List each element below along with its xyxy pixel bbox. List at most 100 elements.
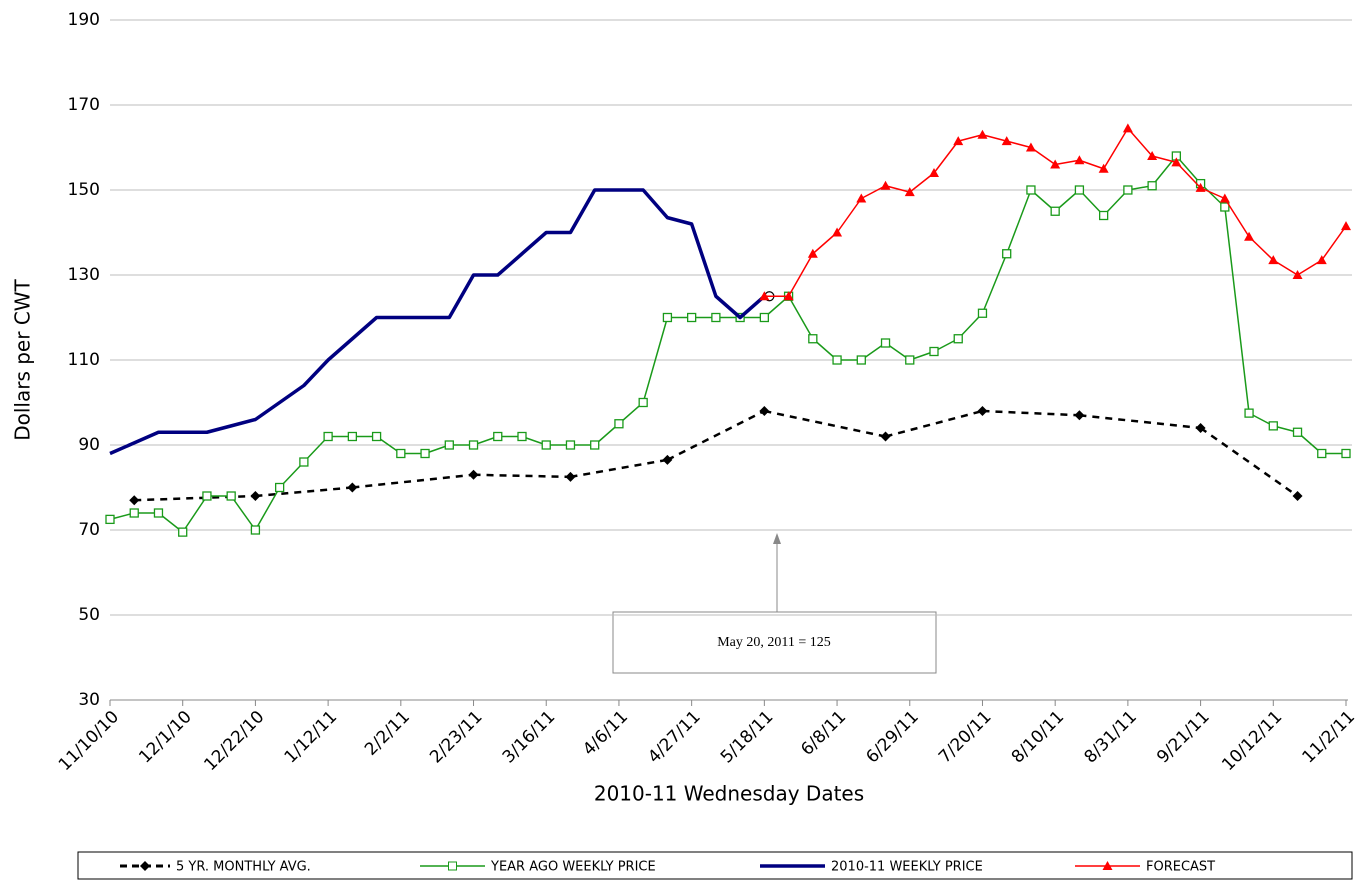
legend-marker [140,861,150,871]
legend-label: 2010-11 WEEKLY PRICE [831,860,983,875]
marker [953,136,964,146]
x-tick-label: 2/2/11 [361,707,414,760]
marker [662,312,673,323]
y-tick-label: 170 [68,95,100,115]
marker [1098,163,1109,173]
marker [1195,182,1206,192]
annotation-arrowhead [773,533,781,544]
marker [880,338,891,348]
marker [856,193,867,203]
marker [541,440,551,450]
x-tick-label: 4/27/11 [644,707,704,767]
marker [1244,408,1254,418]
marker [178,527,188,537]
marker [129,508,139,518]
x-tick-label: 5/18/11 [717,707,777,767]
marker [1292,427,1303,437]
marker [1171,157,1182,167]
line-segment [1199,426,1299,498]
marker [686,312,697,323]
marker [517,431,527,442]
marker [759,291,770,301]
marker [1341,221,1351,231]
series [109,188,766,456]
legend-label: 5 YR. MONTHLY AVG. [176,860,311,875]
marker [1147,181,1157,191]
marker [1050,206,1060,216]
x-axis-label: 2010-11 Wednesday Dates [594,782,864,806]
marker [468,440,479,450]
line-segment [473,473,571,479]
marker [153,508,164,518]
marker [1074,155,1085,165]
marker [880,180,891,190]
marker [250,491,261,501]
marker [904,187,915,197]
x-tick-label: 6/8/11 [797,707,850,760]
marker [1268,421,1278,431]
marker [1074,410,1085,421]
marker [468,469,479,480]
marker [905,355,915,365]
y-tick-label: 90 [78,435,100,455]
line-segment [1079,414,1201,430]
line [109,155,1346,533]
marker [929,168,939,177]
line [109,188,766,456]
marker [420,448,430,459]
legend-marker [448,861,457,871]
legend-label: FORECAST [1146,860,1215,875]
marker [759,406,770,416]
annotation: May 20, 2011 = 125 [717,635,831,650]
marker [1025,142,1036,152]
line-segment [570,458,668,479]
marker [396,448,406,459]
line-segment [352,473,474,489]
y-tick-label: 190 [68,10,100,30]
marker [807,248,818,258]
marker [1292,270,1303,279]
marker [614,419,624,429]
marker [105,514,115,525]
marker [274,482,285,493]
x-tick-label: 1/12/11 [281,707,341,767]
x-tick-label: 9/21/11 [1153,707,1213,767]
marker [808,334,818,344]
y-tick-label: 50 [78,605,100,625]
marker [1122,123,1133,133]
marker [880,431,891,442]
x-tick-label: 7/20/11 [935,707,995,767]
annotation-box [612,611,937,674]
marker [1316,255,1327,265]
marker [347,482,358,493]
y-tick-label: 130 [68,265,100,285]
series [759,123,1351,301]
marker [977,406,988,416]
marker [1074,185,1085,195]
x-tick-label: 4/6/11 [579,707,632,760]
marker [129,495,140,506]
series [105,151,1351,537]
marker [202,491,212,501]
marker [929,346,939,357]
line-segment [885,409,983,438]
marker [1123,185,1133,195]
marker [832,355,842,365]
marker [565,440,576,450]
marker [856,355,866,365]
line-segment [982,409,1080,417]
y-tick-label: 70 [78,520,100,540]
marker [590,440,600,450]
marker [1098,210,1109,221]
x-tick-label: 10/12/11 [1218,707,1286,775]
y-tick-label: 110 [68,350,100,370]
marker [711,312,721,323]
marker [1219,193,1230,203]
marker [977,308,988,318]
legend-marker [1102,861,1113,870]
marker [1292,491,1303,501]
y-tick-label: 150 [68,180,100,200]
marker [1026,185,1036,195]
marker [1268,255,1279,265]
